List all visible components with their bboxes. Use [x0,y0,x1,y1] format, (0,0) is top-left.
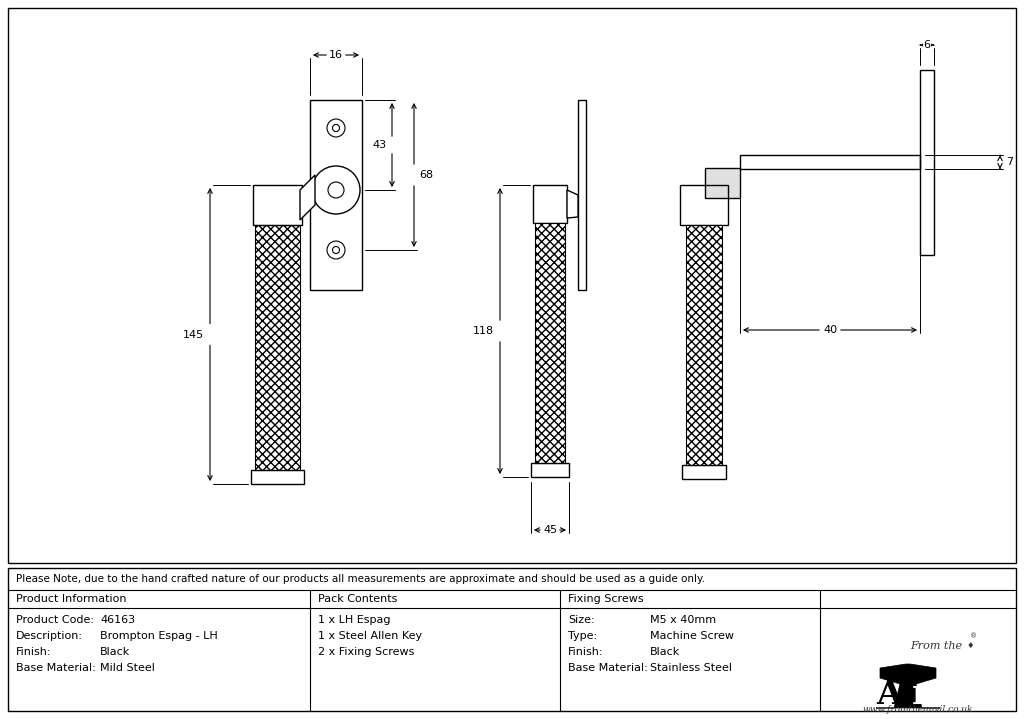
Bar [578,100,586,290]
Text: ®: ® [971,633,978,639]
Text: Base Material:: Base Material: [568,663,648,673]
Text: nvil: nvil [912,677,981,710]
Bar [310,100,362,290]
Polygon shape [300,175,315,220]
Circle shape [333,247,340,254]
Text: Type:: Type: [568,631,597,641]
Circle shape [327,241,345,259]
Text: Mild Steel: Mild Steel [100,663,155,673]
Polygon shape [876,664,940,708]
Text: 7: 7 [1006,157,1013,167]
Text: 46163: 46163 [100,615,135,625]
Circle shape [312,166,360,214]
Bar [920,70,934,255]
Circle shape [333,124,340,132]
Text: Finish:: Finish: [568,647,603,657]
Text: ♦: ♦ [967,641,974,651]
Text: 16: 16 [329,50,343,60]
Text: 145: 145 [183,329,204,339]
Text: Pack Contents: Pack Contents [318,594,397,604]
Text: A: A [876,677,902,710]
Text: Product Code:: Product Code: [16,615,94,625]
Text: Finish:: Finish: [16,647,51,657]
Text: 2 x Fixing Screws: 2 x Fixing Screws [318,647,415,657]
Bar [686,225,722,465]
Text: 68: 68 [419,170,433,180]
Polygon shape [567,190,578,218]
Text: Size:: Size: [568,615,595,625]
Text: M5 x 40mm: M5 x 40mm [650,615,716,625]
Text: 1 x LH Espag: 1 x LH Espag [318,615,390,625]
Text: 118: 118 [473,326,494,336]
Bar [705,168,740,198]
Bar [255,225,300,470]
Bar [740,155,920,169]
Text: Fixing Screws: Fixing Screws [568,594,644,604]
Bar [251,470,304,484]
Bar [8,568,1016,711]
Bar [535,223,565,463]
Circle shape [327,119,345,137]
Text: Stainless Steel: Stainless Steel [650,663,732,673]
Text: Brompton Espag - LH: Brompton Espag - LH [100,631,218,641]
Bar [682,465,726,479]
Bar [680,185,728,225]
Bar [534,185,567,223]
Text: Product Information: Product Information [16,594,127,604]
Text: Machine Screw: Machine Screw [650,631,734,641]
Text: 45: 45 [543,525,557,535]
Text: From the: From the [910,641,963,651]
Text: Please Note, due to the hand crafted nature of our products all measurements are: Please Note, due to the hand crafted nat… [16,574,705,584]
Text: 43: 43 [373,140,387,150]
Text: Base Material:: Base Material: [16,663,96,673]
Text: 6: 6 [924,40,931,50]
Text: www.fromtheanvil.co.uk: www.fromtheanvil.co.uk [863,705,973,715]
Text: Description:: Description: [16,631,83,641]
Bar [8,8,1016,563]
Bar [253,185,302,225]
Bar [531,463,569,477]
Text: 40: 40 [823,325,837,335]
Text: Black: Black [100,647,130,657]
Text: Black: Black [650,647,680,657]
Circle shape [328,182,344,198]
Text: 1 x Steel Allen Key: 1 x Steel Allen Key [318,631,422,641]
